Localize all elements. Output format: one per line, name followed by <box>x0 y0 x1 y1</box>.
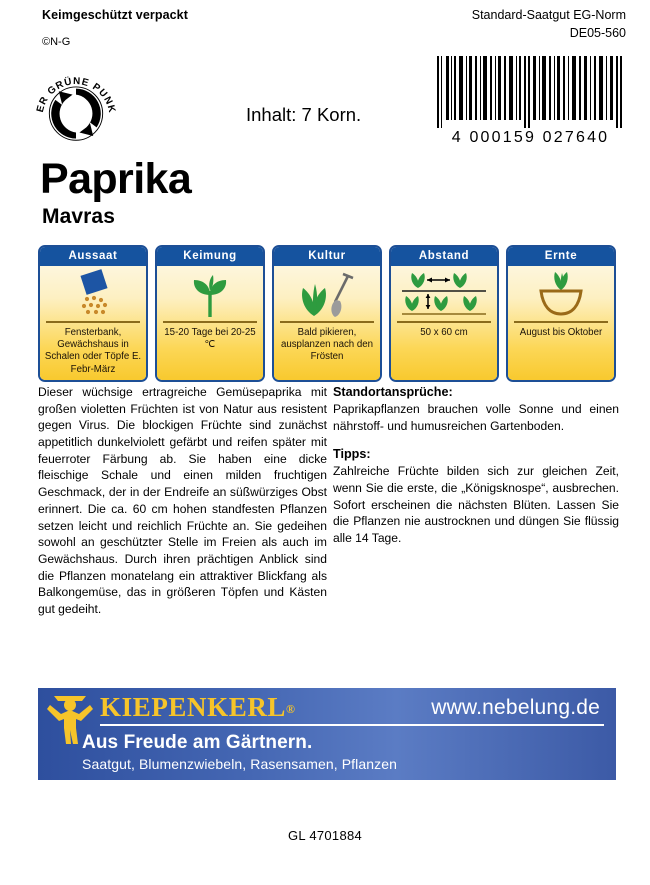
info-box-title: Abstand <box>391 247 497 266</box>
info-box-text: 15-20 Tage bei 20-25 ℃ <box>164 326 256 350</box>
box-divider <box>280 321 374 323</box>
info-box-text: Fensterbank, Gewächshaus in Schalen oder… <box>44 326 142 375</box>
info-box-body: August bis Oktober <box>508 266 614 381</box>
location-heading: Standortansprüche: <box>333 385 453 399</box>
brand-banner: KIEPENKERL® www.nebelung.de Aus Freude a… <box>38 688 616 780</box>
green-dot-ring-label: DER GRÜNE PUNKT <box>33 62 116 115</box>
svg-text:DER GRÜNE PUNKT: DER GRÜNE PUNKT <box>33 62 117 115</box>
product-title-block: Paprika Mavras <box>40 155 192 229</box>
info-box-abstand: Abstand <box>389 245 499 383</box>
eg-norm-block: Standard-Saatgut EG-Norm DE05-560 <box>472 6 626 42</box>
tips-heading: Tipps: <box>333 446 371 461</box>
gl-code: GL 4701884 <box>287 828 363 843</box>
info-box-text: 50 x 60 cm <box>420 326 468 338</box>
info-box-keimung: Keimung 15-20 Tage bei 20-25 ℃ <box>155 245 265 383</box>
barcode: 4 000159 027640 <box>433 56 628 147</box>
info-box-text: Bald pikieren, ausplanzen nach den Fröst… <box>280 326 374 363</box>
cultivation-info-boxes: Aussaat Fensterbank, Gewächshaus in Scha… <box>38 245 616 383</box>
barcode-number: 4 000159 027640 <box>451 129 610 146</box>
brand-slogan: Aus Freude am Gärtnern. <box>82 732 313 753</box>
info-box-ernte: Ernte August bis Oktober <box>506 245 616 383</box>
info-box-text: August bis Oktober <box>519 326 603 338</box>
website-url[interactable]: www.nebelung.de <box>431 696 600 719</box>
info-box-body: Fensterbank, Gewächshaus in Schalen oder… <box>40 266 146 381</box>
spade-plant-icon <box>274 266 380 320</box>
seedling-icon <box>157 266 263 320</box>
brand-wordmark: KIEPENKERL® <box>100 692 296 723</box>
harvest-basket-icon <box>508 266 614 320</box>
info-box-body: Bald pikieren, ausplanzen nach den Fröst… <box>274 266 380 381</box>
box-divider <box>514 321 608 323</box>
info-box-title: Kultur <box>274 247 380 266</box>
banner-divider <box>100 724 604 726</box>
eg-norm-line-1: Standard-Saatgut EG-Norm <box>471 8 626 22</box>
copy-spacer <box>333 435 619 446</box>
info-box-aussaat: Aussaat Fensterbank, Gewächshaus in Scha… <box>38 245 148 383</box>
brand-subslogan: Saatgut, Blumenzwiebeln, Rasensamen, Pfl… <box>82 756 398 772</box>
packaging-note: Keimgeschützt verpackt <box>42 8 188 22</box>
info-box-title: Ernte <box>508 247 614 266</box>
tips-text: Zahlreiche Früchte bilden sich zur gleic… <box>333 464 619 545</box>
description-paragraph: Dieser wüchsige ertragreiche Gemüsepapri… <box>38 385 327 616</box>
box-divider <box>397 321 491 323</box>
green-dot-icon: DER GRÜNE PUNKT <box>33 62 117 141</box>
product-name: Paprika <box>40 155 192 203</box>
info-box-title: Aussaat <box>40 247 146 266</box>
location-text: Paprikapflanzen brauchen volle Sonne und… <box>333 402 619 434</box>
brand-name: KIEPENKERL <box>100 692 287 722</box>
info-box-title: Keimung <box>157 247 263 266</box>
seed-packet-sowing-icon <box>40 266 146 320</box>
info-box-body: 50 x 60 cm <box>391 266 497 381</box>
care-column: Standortansprüche: Paprikapflanzen brauc… <box>333 384 619 547</box>
packet-header: Keimgeschützt verpackt ©N-G DER GRÜNE PU… <box>0 0 650 170</box>
kiepenkerl-mascot-icon <box>47 696 93 744</box>
plant-spacing-icon <box>391 266 497 320</box>
box-divider <box>163 321 257 323</box>
info-box-kultur: Kultur Bald pikieren, ausplanzen nach de… <box>272 245 382 383</box>
barcode-icon <box>433 56 628 128</box>
info-box-body: 15-20 Tage bei 20-25 ℃ <box>157 266 263 381</box>
copyright-note: ©N-G <box>42 36 71 48</box>
green-dot-logo: DER GRÜNE PUNKT <box>33 62 119 148</box>
eg-norm-line-2: DE05-560 <box>569 26 626 41</box>
registered-mark: ® <box>286 702 296 716</box>
content-amount: Inhalt: 7 Korn. <box>246 104 362 125</box>
box-divider <box>46 321 140 323</box>
description-column: Dieser wüchsige ertragreiche Gemüsepapri… <box>38 384 327 618</box>
product-variety: Mavras <box>42 205 115 228</box>
